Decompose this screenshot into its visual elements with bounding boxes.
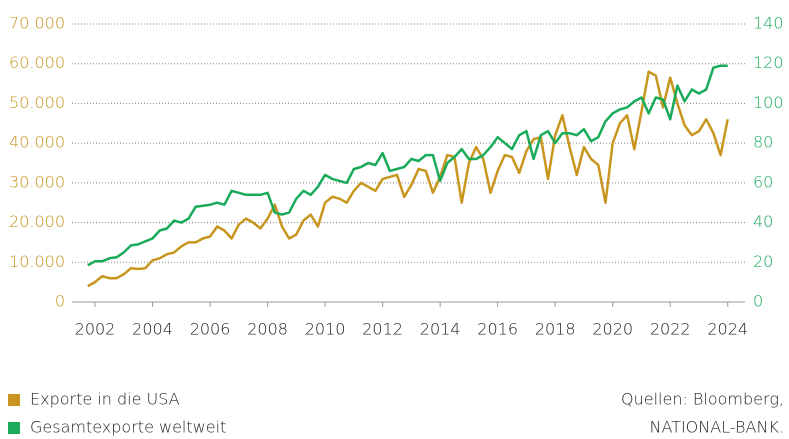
series-line — [87, 64, 728, 267]
y-tick-label: 60.000 — [9, 53, 65, 72]
y-tick-label: 0 — [55, 292, 65, 311]
y2-tick-label: 20 — [753, 252, 773, 271]
x-tick-label: 2008 — [247, 320, 288, 339]
x-tick-label: 2020 — [592, 320, 633, 339]
y-tick-label: 20.000 — [9, 212, 65, 231]
y2-tick-label: 80 — [753, 133, 773, 152]
x-tick-label: 2002 — [75, 320, 116, 339]
legend-swatch — [8, 422, 20, 434]
x-tick-label: 2004 — [132, 320, 173, 339]
y-tick-label: 70.000 — [9, 14, 65, 33]
x-tick-label: 2022 — [650, 320, 691, 339]
y-tick-label: 30.000 — [9, 172, 65, 191]
y2-tick-label: 0 — [753, 292, 763, 311]
y2-tick-label: 40 — [753, 212, 773, 231]
source: Quellen: Bloomberg, — [621, 390, 784, 409]
x-tick-label: 2010 — [305, 320, 346, 339]
y-tick-label: 50.000 — [9, 93, 65, 112]
legend-label: Exporte in die USA — [30, 390, 180, 409]
x-tick-label: 2016 — [477, 320, 518, 339]
y2-tick-label: 60 — [753, 172, 773, 191]
x-tick-label: 2006 — [190, 320, 231, 339]
y-tick-label: 40.000 — [9, 133, 65, 152]
y2-tick-label: 140 — [753, 14, 784, 33]
y2-tick-label: 100 — [753, 93, 784, 112]
y2-tick-label: 120 — [753, 53, 784, 72]
series-line — [87, 70, 729, 288]
x-tick-label: 2012 — [362, 320, 403, 339]
legend-swatch — [8, 394, 20, 406]
source: NATIONAL-BANK. — [650, 418, 784, 437]
x-tick-label: 2018 — [535, 320, 576, 339]
x-tick-label: 2014 — [420, 320, 461, 339]
x-tick-label: 2024 — [707, 320, 748, 339]
y-tick-label: 10.000 — [9, 252, 65, 271]
legend-label: Gesamtexporte weltweit — [30, 418, 226, 437]
